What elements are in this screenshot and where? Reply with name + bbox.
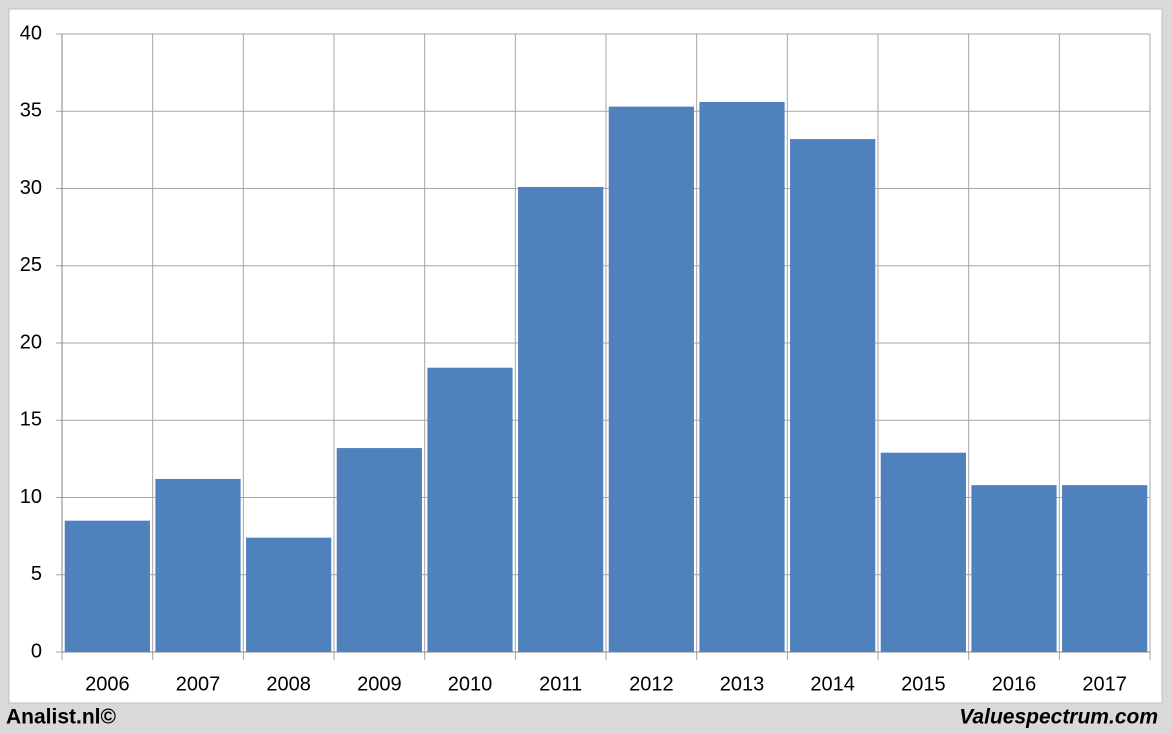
bar [790,139,876,652]
y-tick-label: 25 [20,254,42,276]
bar [246,537,332,652]
x-tick-label: 2014 [810,673,855,695]
x-tick-label: 2007 [176,673,221,695]
footer-left: Analist.nl© [6,706,117,729]
bar [608,106,694,653]
x-tick-label: 2013 [720,673,765,695]
bar [155,478,241,652]
x-tick-label: 2008 [266,673,311,695]
y-tick-label: 5 [31,563,42,585]
bar [971,485,1057,652]
bar [336,448,422,652]
y-tick-label: 0 [31,640,42,662]
x-tick-label: 2006 [85,673,130,695]
footer-right: Valuespectrum.com [959,706,1158,729]
x-tick-label: 2010 [448,673,493,695]
y-tick-label: 20 [20,331,42,353]
x-tick-label: 2017 [1082,673,1127,695]
x-tick-label: 2009 [357,673,402,695]
y-tick-label: 15 [20,409,42,431]
x-tick-label: 2015 [901,673,946,695]
x-tick-label: 2016 [992,673,1037,695]
y-tick-label: 10 [20,486,42,508]
x-tick-label: 2012 [629,673,674,695]
bar [1062,485,1148,652]
y-tick-label: 35 [20,100,42,122]
bar [880,452,966,652]
x-tick-label: 2011 [539,673,582,695]
bar [699,101,785,653]
bar [64,520,150,652]
y-tick-label: 30 [20,177,42,199]
bar [427,367,513,652]
y-tick-label: 40 [20,22,42,44]
bar [518,186,604,652]
